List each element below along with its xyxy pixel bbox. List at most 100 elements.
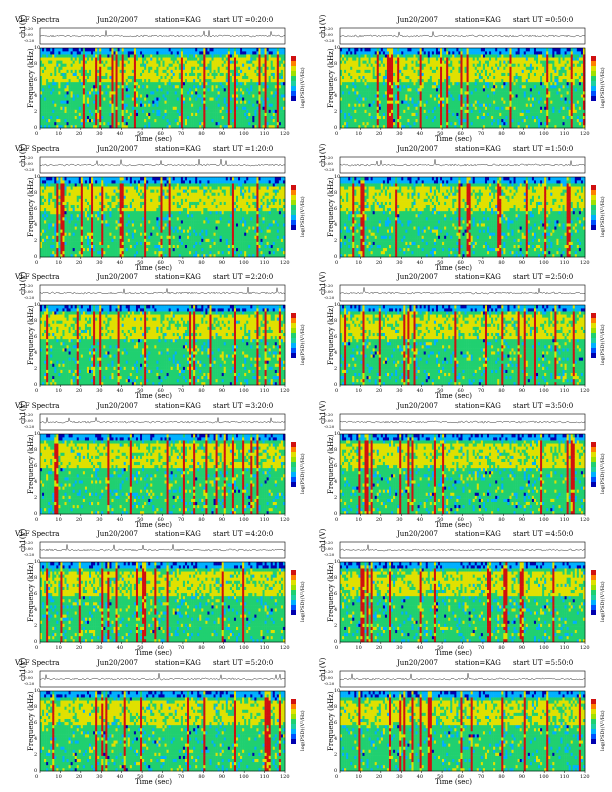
chart-start-ut: start UT =3:20:0 (213, 402, 273, 410)
chart-title: VLF Spectra (15, 273, 59, 281)
waveform-line (39, 286, 286, 295)
x-tick-label: 50 (137, 773, 143, 781)
waveform-tick-label: -0.20 (24, 294, 34, 302)
y-tick-label: 4 (34, 349, 37, 357)
x-tick-label: 110 (560, 130, 570, 138)
x-tick-label: 110 (260, 259, 270, 267)
x-tick-label: 50 (437, 130, 443, 138)
y-tick-label: 2 (334, 365, 337, 373)
chart-date: Jun20/2007 (397, 659, 438, 667)
x-tick-label: 70 (178, 644, 184, 652)
x-tick-label: 40 (117, 130, 123, 138)
x-tick-label: 60 (158, 773, 164, 781)
waveform-line (339, 31, 586, 38)
chart-start-ut: start UT =1:50:0 (513, 145, 573, 153)
x-tick-label: 120 (280, 644, 290, 652)
waveform-tick-label: 0.00 (24, 674, 33, 682)
x-tick-label: 120 (280, 773, 290, 781)
x-tick-label: 50 (137, 130, 143, 138)
waveform-y-label: ch1(V) (19, 15, 27, 38)
heatmap-cells (40, 433, 286, 514)
chart-start-ut: start UT =0:20:0 (213, 16, 273, 24)
x-tick-label: 110 (560, 259, 570, 267)
x-tick-label: 20 (376, 644, 382, 652)
chart-station: station=KAG (455, 659, 501, 667)
waveform-tick-label: 0.00 (324, 545, 333, 553)
waveform-line (339, 420, 586, 423)
waveform-line (39, 544, 286, 552)
waveform-line (39, 672, 286, 680)
x-axis-label: Time (sec) (135, 649, 172, 657)
chart-start-ut: start UT =1:20:0 (213, 145, 273, 153)
colorbar-label: log(PSD)(V²/Hz) (599, 581, 607, 622)
x-tick-label: 80 (198, 773, 204, 781)
colorbar (591, 313, 596, 358)
y-tick-label: 4 (34, 221, 37, 229)
waveform-tick-label: 0.00 (24, 31, 33, 39)
chart-station: station=KAG (155, 273, 201, 281)
waveform-tick-label: 0.20 (24, 25, 33, 33)
x-tick-label: 30 (396, 644, 402, 652)
x-tick-label: 0 (35, 773, 38, 781)
x-tick-label: 50 (137, 516, 143, 524)
y-tick-label: 6 (334, 76, 337, 84)
waveform-tick-label: -0.20 (24, 166, 34, 174)
y-tick-label: 8 (34, 446, 37, 454)
waveform-tick-label: 0.00 (324, 31, 333, 39)
x-tick-label: 20 (76, 130, 82, 138)
colorbar (591, 698, 596, 744)
chart-station: station=KAG (455, 145, 501, 153)
x-tick-label: 100 (239, 644, 249, 652)
chart-date: Jun20/2007 (397, 16, 438, 24)
x-tick-label: 10 (355, 259, 361, 267)
x-tick-label: 110 (260, 516, 270, 524)
colorbar (591, 184, 596, 230)
chart-station: station=KAG (155, 402, 201, 410)
spectrogram-svg (339, 284, 596, 387)
y-tick-label: 4 (334, 606, 337, 614)
x-tick-label: 40 (117, 516, 123, 524)
x-tick-label: 120 (280, 130, 290, 138)
x-tick-label: 50 (137, 644, 143, 652)
y-tick-label: 4 (334, 221, 337, 229)
x-tick-label: 10 (55, 130, 61, 138)
x-tick-label: 0 (35, 644, 38, 652)
x-tick-label: 50 (437, 644, 443, 652)
x-tick-label: 30 (396, 773, 402, 781)
waveform-tick-label: 0.20 (24, 154, 33, 162)
x-axis-label: Time (sec) (135, 392, 172, 400)
chart-date: Jun20/2007 (97, 402, 138, 410)
x-tick-label: 90 (519, 516, 525, 524)
y-tick-label: 0 (34, 767, 37, 775)
y-tick-label: 8 (334, 60, 337, 68)
chart-station: station=KAG (455, 402, 501, 410)
y-tick-label: 6 (334, 590, 337, 598)
y-axis-label: Frequency (kHz) (27, 434, 35, 494)
x-tick-label: 110 (560, 387, 570, 395)
waveform-y-label: ch1(V) (319, 15, 327, 38)
x-tick-label: 80 (498, 516, 504, 524)
x-tick-label: 60 (458, 130, 464, 138)
x-tick-label: 50 (437, 259, 443, 267)
waveform-tick-label: 0.20 (324, 25, 333, 33)
spectrogram-svg (339, 413, 596, 516)
spectrogram-svg (39, 27, 296, 130)
chart-title: VLF Spectra (15, 659, 59, 667)
y-tick-label: 4 (334, 735, 337, 743)
chart-start-ut: start UT =5:20:0 (213, 659, 273, 667)
chart-date: Jun20/2007 (397, 145, 438, 153)
y-tick-label: 0 (334, 510, 337, 518)
x-tick-label: 120 (580, 130, 590, 138)
waveform-tick-label: 0.00 (324, 288, 333, 296)
spectrogram-svg (339, 27, 596, 130)
x-tick-label: 90 (519, 773, 525, 781)
y-tick-label: 10 (334, 173, 340, 181)
waveform-line (339, 287, 586, 295)
waveform-y-label: ch1(V) (319, 529, 327, 552)
spectrogram-panel: Jun20/2007 station=KAG start UT =1:50:0 0 10… (305, 143, 606, 277)
y-axis-label: Frequency (kHz) (27, 305, 35, 365)
y-tick-label: 2 (34, 622, 37, 630)
x-tick-label: 60 (158, 644, 164, 652)
x-axis-label: Time (sec) (435, 649, 472, 657)
x-tick-label: 70 (478, 387, 484, 395)
